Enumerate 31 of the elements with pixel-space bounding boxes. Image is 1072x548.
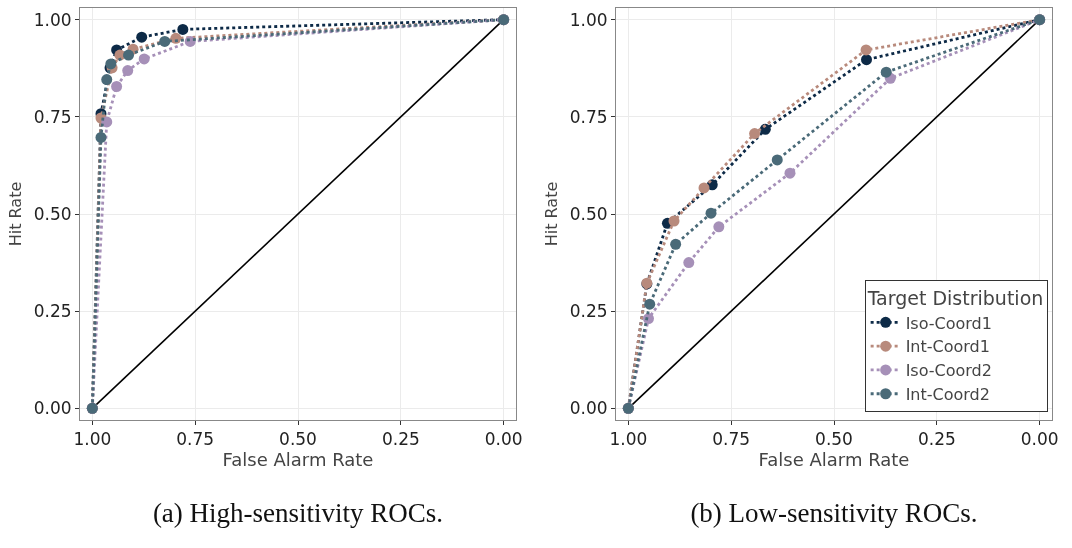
x-tick-label: 0.25 bbox=[381, 429, 420, 450]
x-axis-title: False Alarm Rate bbox=[758, 449, 910, 471]
y-axis-title: Hit Rate bbox=[5, 181, 25, 247]
y-tick-label: 0.25 bbox=[33, 301, 72, 322]
x-tick-label: 0.50 bbox=[279, 429, 317, 450]
x-tick-label: 1.00 bbox=[73, 429, 112, 450]
x-tick-label: 0.75 bbox=[712, 429, 751, 450]
text: (a) High-sensitivity ROCs. bbox=[151, 498, 445, 529]
legend-label: Int-Coord1 bbox=[905, 337, 990, 357]
legend-label: Iso-Coord2 bbox=[905, 361, 992, 381]
legend-title: Target Distribution bbox=[866, 287, 1044, 310]
y-tick-label: 0.25 bbox=[569, 301, 608, 322]
x-tick-label: 1.00 bbox=[609, 429, 648, 450]
legend-label: Iso-Coord1 bbox=[905, 313, 992, 333]
legend-label: Int-Coord2 bbox=[905, 385, 990, 404]
y-tick-label: 0.50 bbox=[569, 203, 608, 224]
y-tick-label: 0.75 bbox=[569, 106, 608, 127]
y-axis-title: Hit Rate bbox=[541, 181, 561, 247]
y-tick-label: 1.00 bbox=[33, 9, 72, 30]
y-tick-label: 0.00 bbox=[33, 398, 72, 419]
y-tick-label: 1.00 bbox=[569, 9, 608, 30]
x-tick-label: 0.50 bbox=[815, 429, 853, 450]
x-tick-label: 0.00 bbox=[484, 429, 523, 450]
y-tick-label: 0.00 bbox=[569, 398, 608, 419]
text: (b) Low-sensitivity ROCs. bbox=[689, 498, 979, 529]
x-tick-label: 0.25 bbox=[917, 429, 956, 450]
x-axis-title: False Alarm Rate bbox=[222, 449, 374, 471]
y-tick-label: 0.75 bbox=[33, 106, 72, 127]
x-tick-label: 0.00 bbox=[1020, 429, 1059, 450]
y-tick-label: 0.50 bbox=[33, 203, 72, 224]
x-tick-label: 0.75 bbox=[176, 429, 215, 450]
